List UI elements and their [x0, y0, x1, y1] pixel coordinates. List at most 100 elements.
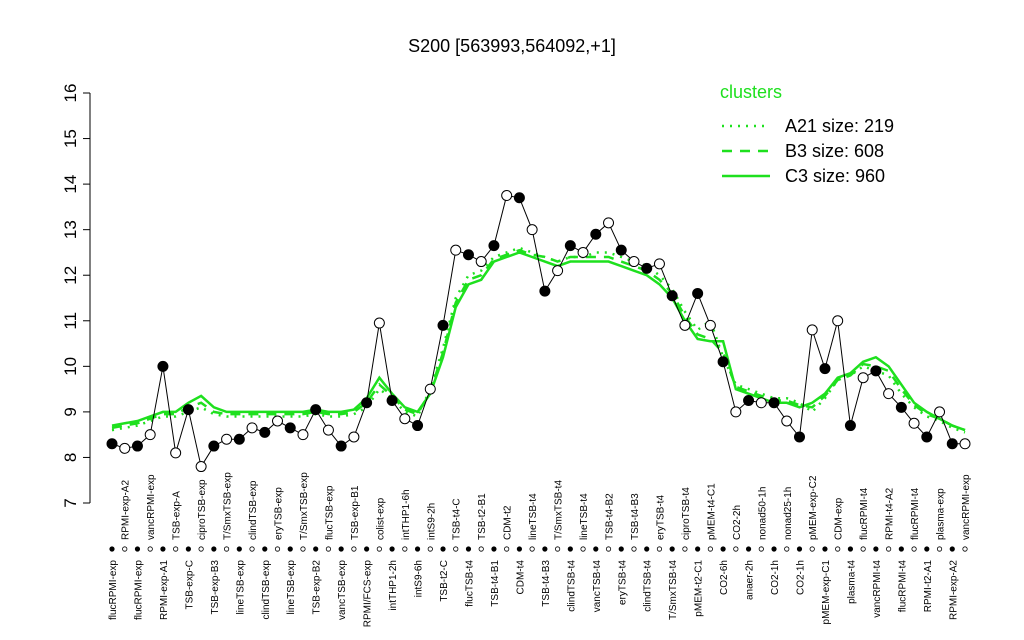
sample-dot [542, 546, 548, 552]
y-tick-label: 12 [61, 266, 80, 285]
x-tick-label: TSB-t4-B3 [630, 493, 641, 540]
sample-point [195, 461, 207, 473]
sample-dot [898, 546, 904, 552]
sample-point [335, 440, 347, 452]
sample-dot [580, 546, 586, 552]
sample-dot [160, 546, 166, 552]
x-tick-label: flucRPMI-t4 [859, 487, 870, 540]
x-tick-label: T/SmxTSB-t4 [668, 560, 679, 620]
sample-point [793, 431, 805, 443]
x-tick-label: RPMI/FCS-exp [363, 560, 374, 628]
sample-point [488, 240, 500, 252]
x-tick-label: TSB-t2-B1 [477, 493, 488, 540]
sample-point [259, 426, 271, 438]
y-tick-label: 13 [61, 220, 80, 239]
x-tick-label: eryTSB-exp [274, 487, 285, 540]
sample-point [386, 395, 398, 406]
sample-dot [223, 546, 230, 552]
sample-dot [402, 546, 408, 552]
sample-dot [338, 546, 344, 552]
sample-point [322, 424, 334, 436]
y-tick-label: 15 [61, 129, 80, 148]
sample-dot [873, 546, 879, 552]
x-tick-label: TSB-exp-C [184, 560, 195, 609]
sample-point [297, 429, 309, 441]
sample-point [170, 447, 182, 459]
sample-point [246, 422, 258, 434]
sample-point [361, 397, 373, 409]
x-tick-label: eryTSB-t4 [617, 560, 628, 605]
x-tick-label: clindTSB-t4 [566, 560, 577, 612]
sample-point [653, 258, 665, 270]
x-tick-label: lineTSB-exp [286, 560, 297, 615]
x-tick-label: T/SmxTSB-exp [223, 472, 234, 540]
sample-point [628, 256, 640, 268]
sample-point [564, 240, 576, 252]
x-tick-label: intTHP1-6h [401, 489, 412, 540]
sample-dot [822, 546, 828, 552]
sample-point [144, 429, 156, 441]
x-tick-label: pMEM-t4-C1 [706, 483, 717, 540]
sample-dot [287, 546, 293, 552]
sample-dot [847, 546, 854, 552]
sample-dot [745, 546, 752, 552]
cluster-line [111, 248, 966, 432]
x-tick-label: RPMI-t4-A2 [885, 487, 896, 540]
sample-dot [211, 546, 217, 552]
sample-dot [949, 546, 955, 552]
sample-dot [733, 546, 739, 552]
sample-point [552, 265, 564, 277]
x-tick-label: flucTSB-exp [324, 485, 335, 540]
x-tick-label: flucRPMI-exp [108, 560, 119, 620]
sample-point [131, 440, 143, 452]
x-tick-label: TSB-t2-C [439, 560, 450, 602]
x-tick-label: vancRPMI-exp [146, 474, 157, 540]
sample-point [590, 228, 602, 240]
x-tick-label: TSB-exp-B1 [350, 485, 361, 540]
sample-dot [376, 546, 382, 552]
sample-dot [886, 546, 892, 552]
sample-dot [860, 546, 866, 552]
x-tick-label: CDM-t4 [515, 560, 526, 595]
x-tick-label: plasma-exp [936, 488, 947, 540]
sample-dot [656, 546, 663, 552]
x-tick-label: RPMI-t2-A1 [923, 560, 934, 613]
sample-point [501, 190, 513, 201]
sample-point [768, 397, 780, 409]
x-tick-label: vancRPMI-t4 [872, 560, 883, 618]
sample-point [106, 438, 118, 450]
sample-dot [682, 546, 688, 552]
sample-dot [516, 546, 523, 552]
sample-point [437, 319, 449, 331]
sample-dot [440, 546, 446, 552]
sample-point [857, 372, 869, 384]
x-tick-label: TSB-exp-A [172, 491, 183, 540]
sample-dot [720, 546, 726, 552]
sample-dot [936, 546, 943, 552]
sample-dot [427, 546, 433, 552]
sample-point [921, 431, 933, 443]
sample-dot [198, 546, 204, 552]
sample-point [870, 365, 882, 377]
x-tick-label: CDM-t2 [503, 505, 514, 540]
sample-dot [325, 546, 332, 552]
x-tick-label: CO2-6h [719, 560, 730, 595]
sample-point [373, 317, 385, 329]
sample-dot [122, 546, 128, 552]
sample-point [513, 192, 525, 204]
x-tick-label: nonad50-1h [757, 487, 768, 540]
sample-point [743, 395, 755, 406]
sample-point [182, 404, 194, 416]
sample-dot [593, 546, 599, 552]
sample-point [310, 404, 322, 416]
x-tick-label: intS9-6h [414, 560, 425, 597]
sample-dot [351, 546, 357, 552]
sample-point [883, 388, 895, 400]
sample-point [692, 287, 704, 299]
sample-point [539, 285, 551, 297]
x-tick-label: clindTSB-t4 [643, 560, 654, 612]
sample-point [348, 431, 360, 443]
sample-dot [262, 546, 268, 552]
